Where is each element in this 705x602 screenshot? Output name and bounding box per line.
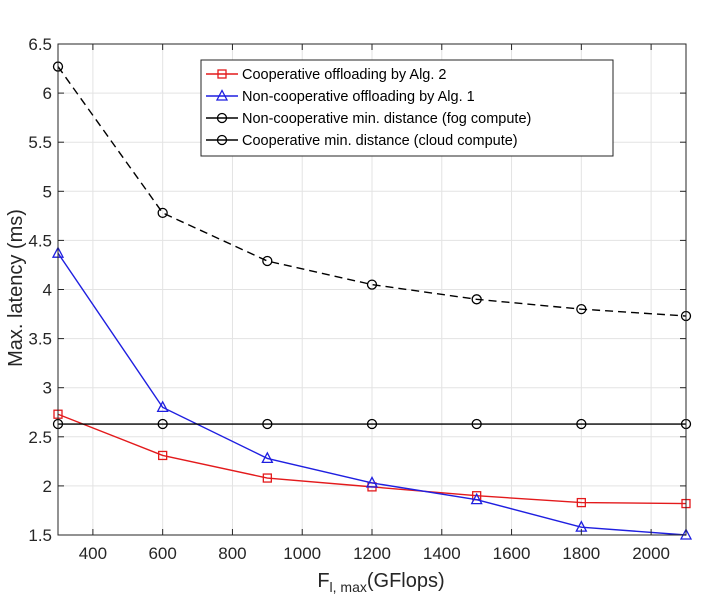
y-tick-label: 6 [43,84,52,103]
series-noncooperative-alg1-point [365,476,379,488]
series-noncoop-fog-point [262,255,273,267]
series-coop-cloud-point [471,418,482,430]
legend-label: Cooperative min. distance (cloud compute… [242,133,518,149]
legend-marker [216,134,228,146]
y-tick-label: 4.5 [28,231,52,250]
axis-ticks: 400 600 800 1000 1200 1400 1600 1800 2000 1.5 2 2.5… [28,35,686,563]
series-noncooperative-alg1-point [156,400,169,412]
y-tick-label: 5 [43,182,52,201]
series-coop-cloud-point [262,418,273,430]
legend-marker [215,89,229,101]
legend-marker [217,69,227,79]
series-cooperative-alg2-point [576,497,586,508]
x-tick-label: 800 [218,544,246,563]
y-tick-label: 5.5 [28,133,52,152]
x-axis-label-main: F [317,570,329,592]
legend: Cooperative offloading by Alg. 2 Non-coop… [200,59,614,157]
x-axis-label: Fl, max(GFlops) [317,570,444,595]
legend-label: Non-cooperative offloading by Alg. 1 [242,89,475,105]
legend-label: Cooperative offloading by Alg. 2 [242,67,447,83]
x-tick-label: 2000 [632,544,670,563]
x-axis-label-unit: (GFlops) [367,570,445,592]
y-tick-label: 3.5 [28,330,52,349]
legend-marker [216,112,228,124]
x-tick-label: 400 [79,544,107,563]
series-noncoop-fog-point [366,279,378,290]
y-tick-label: 2 [43,477,52,496]
x-tick-label: 600 [148,544,176,563]
series-noncooperative-alg1-line [57,252,687,536]
series-group [51,61,693,540]
legend-items: Cooperative offloading by Alg. 2 Non-coop… [206,67,531,149]
y-axis-label: Max. latency (ms) [5,209,27,367]
x-tick-label: 1600 [493,544,531,563]
y-tick-label: 2.5 [28,428,52,447]
series-noncoop-fog-point [157,207,168,219]
x-tick-label: 1800 [562,544,600,563]
series-noncoop-fog-point [576,303,587,315]
x-tick-label: 1000 [283,544,321,563]
x-tick-label: 1200 [353,544,391,563]
legend-box [200,59,614,157]
series-noncoop-fog-line [57,66,687,317]
series-noncoop-fog-point [471,294,482,305]
series-coop-cloud-point [576,418,587,430]
series-noncooperative-alg1-point [261,451,274,464]
series-noncooperative-alg1-point [679,528,693,540]
series-noncooperative-alg1-point [470,492,483,505]
legend-label: Non-cooperative min. distance (fog compu… [242,111,531,127]
series-coop-cloud-point [366,418,378,430]
series-noncooperative-alg1 [51,246,693,540]
series-cooperative-alg2-point [262,473,272,483]
x-tick-label: 1400 [423,544,461,563]
x-axis-label-subscript: l, max [330,579,367,595]
y-tick-label: 3 [43,379,52,398]
y-tick-label: 6.5 [28,35,52,54]
y-tick-label: 1.5 [28,526,52,545]
series-cooperative-alg2-point [158,450,168,461]
series-coop-cloud-point [157,418,168,430]
y-tick-label: 4 [43,281,52,300]
